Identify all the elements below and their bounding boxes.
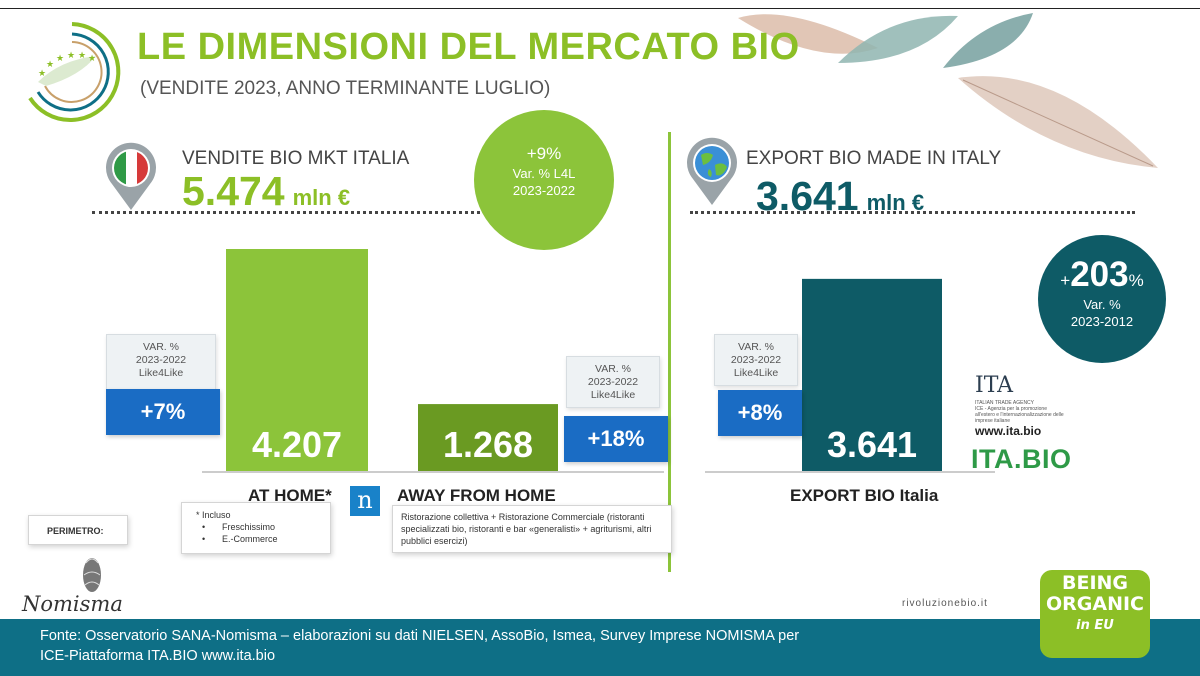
at-home-var-basis: Like4Like: [138, 367, 184, 379]
ita-url: www.ita.bio: [975, 424, 1042, 438]
italy-sales-total: 5.474 mln €: [182, 168, 350, 215]
chart-baseline-right: [705, 471, 995, 473]
being-organic-logo: [1040, 570, 1150, 658]
rivoluzionebio-url: rivoluzionebio.it: [902, 598, 988, 609]
export-var-period: 2023-2022: [730, 354, 782, 366]
svg-text:★: ★: [88, 53, 96, 63]
being-organic-line: ORGANIC: [1046, 593, 1144, 615]
at-home-pct-badge: +7%: [106, 389, 220, 435]
away-var-title: VAR. %: [595, 363, 631, 375]
page-subtitle: (VENDITE 2023, ANNO TERMINANTE LUGLIO): [140, 78, 551, 99]
bar-value-label-at-home: 4.207: [252, 424, 342, 465]
italy-sales-value: 5.474: [182, 168, 285, 214]
being-organic-text: BEING ORGANIC in EU: [1040, 573, 1150, 636]
bar-away-from-home: [418, 404, 558, 471]
bar-at-home: [226, 249, 368, 471]
perimeter-label: PERIMETRO:: [28, 515, 128, 545]
export-growth-plus: +: [1060, 271, 1071, 290]
away-var-box: VAR. % 2023-2022 Like4Like: [566, 356, 660, 408]
at-home-var-title: VAR. %: [143, 341, 179, 353]
included-item: E.-Commerce: [196, 533, 330, 545]
export-var-title: VAR. %: [738, 341, 774, 353]
at-home-var-box: VAR. % 2023-2022 Like4Like: [106, 334, 216, 390]
svg-text:★: ★: [56, 53, 64, 63]
italy-growth-period: 2023-2022: [512, 183, 576, 198]
export-label: EXPORT BIO MADE IN ITALY: [746, 148, 1002, 169]
italy-dotted-separator: [92, 211, 492, 214]
export-growth-sign: %: [1128, 271, 1144, 290]
export-var-basis: Like4Like: [733, 367, 779, 379]
earth-pin-icon: [687, 137, 737, 205]
export-var-box: VAR. % 2023-2022 Like4Like: [714, 334, 798, 386]
footer-source: Fonte: Osservatorio SANA-Nomisma – elabo…: [40, 626, 940, 666]
export-unit: mln €: [866, 190, 925, 215]
section-divider: [668, 132, 671, 572]
svg-text:★: ★: [78, 50, 86, 60]
away-pct-badge: +18%: [564, 416, 668, 462]
included-note-title: * Incluso: [196, 510, 231, 520]
ita-logo-subtitle: ITALIAN TRADE AGENCY ICE - Agenzia per la…: [975, 400, 1065, 424]
svg-text:★: ★: [46, 59, 54, 69]
category-label-at-home: AT HOME*: [248, 486, 332, 505]
export-growth-number: 203: [1070, 255, 1129, 294]
export-growth-label: Var. %: [1083, 297, 1121, 312]
away-var-basis: Like4Like: [590, 389, 636, 401]
footer-source-line: ICE-Piattaforma ITA.BIO www.ita.bio: [40, 648, 276, 664]
export-dotted-separator: [690, 211, 1135, 214]
nomisma-logo-text: Nomisma: [22, 592, 123, 616]
italy-growth-pct: +9%: [526, 144, 562, 163]
export-growth-pct: +203%: [1038, 255, 1166, 295]
export-growth-period: 2023-2012: [1070, 314, 1134, 329]
footer-source-line: Fonte: Osservatorio SANA-Nomisma – elabo…: [40, 628, 800, 644]
chart-baseline-left: [202, 471, 664, 473]
export-pct-badge: +8%: [718, 390, 802, 436]
svg-text:★: ★: [67, 50, 75, 60]
eu-organic-logo: ★★★ ★ ★ ★: [28, 22, 121, 122]
away-from-home-note: Ristorazione collettiva + Ristorazione C…: [392, 505, 672, 553]
ita-bio-logo: ITA.BIO: [971, 444, 1072, 474]
being-organic-line: in EU: [1076, 618, 1114, 633]
bar-value-label-export: 3.641: [827, 424, 917, 465]
export-growth-circle: +203% Var. % 2023-2012: [1038, 235, 1166, 363]
away-var-period: 2023-2022: [587, 376, 639, 388]
leaves-decoration: [738, 13, 1158, 168]
bar-export: [802, 278, 942, 471]
nomisma-emblem-icon: [83, 558, 101, 592]
ita-logo: ITA: [975, 373, 1014, 398]
italy-growth-circle: +9% Var. % L4L 2023-2022: [474, 110, 614, 250]
category-label-export: EXPORT BIO Italia: [790, 486, 939, 505]
footer-bar: [0, 619, 1200, 676]
ita-logo-agency: ITALIAN TRADE AGENCY: [975, 400, 1034, 406]
italy-flag-pin-icon: [106, 142, 156, 210]
being-organic-line: BEING: [1061, 572, 1129, 594]
italy-sales-label: VENDITE BIO MKT ITALIA: [182, 148, 410, 169]
italy-sales-unit: mln €: [292, 185, 351, 210]
nielsen-n-logo: n: [350, 486, 380, 516]
italy-growth-label: Var. % L4L: [512, 166, 576, 181]
included-note: * Incluso Freschissimo E.-Commerce: [181, 502, 331, 554]
at-home-var-period: 2023-2022: [135, 354, 187, 366]
top-rule: [0, 8, 1200, 9]
bar-value-label-away-from-home: 1.268: [443, 424, 533, 465]
included-item: Freschissimo: [196, 521, 330, 533]
svg-text:★: ★: [38, 68, 46, 78]
category-label-away: AWAY FROM HOME: [397, 486, 556, 505]
ita-logo-agency-long: ICE - Agenzia per la promozione all'este…: [975, 406, 1064, 424]
page-title: LE DIMENSIONI DEL MERCATO BIO: [137, 26, 800, 68]
